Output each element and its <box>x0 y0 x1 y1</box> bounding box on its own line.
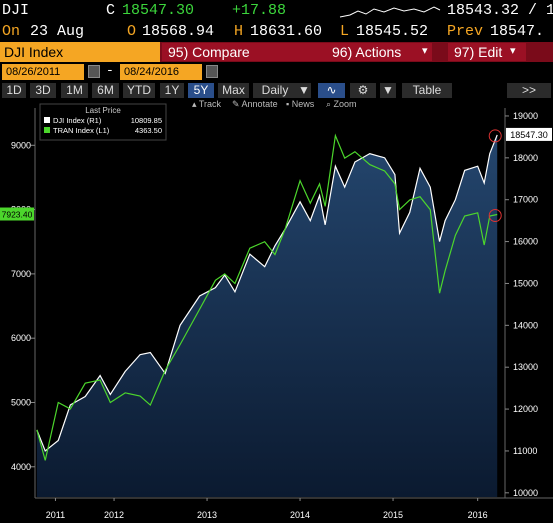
last-value-tag <box>506 127 552 141</box>
high-label: H <box>234 23 244 40</box>
start-date[interactable]: 08/26/2011 <box>2 64 84 80</box>
legend-label: TRAN Index (L1) <box>53 126 110 135</box>
news-tool[interactable]: ▪ News <box>286 99 315 109</box>
annotate-tool[interactable]: ✎ Annotate <box>232 99 278 109</box>
line <box>36 133 498 461</box>
range-button[interactable]: 1M <box>61 83 88 98</box>
table-button[interactable]: Table <box>402 83 452 98</box>
net-change: +17.88 <box>232 2 287 19</box>
last-value-label: 18547.30 <box>510 130 548 140</box>
y2-tick-label: 19000 <box>513 111 538 121</box>
open-label: O <box>127 23 137 40</box>
range-button[interactable]: 5Y <box>188 83 214 98</box>
close-label: C <box>106 2 116 19</box>
y2-tick-label: 18000 <box>513 153 538 163</box>
actions-menu[interactable]: 96) Actions <box>326 43 432 61</box>
dropdown-icon[interactable]: ▼ <box>297 83 311 98</box>
tool-label: Track <box>198 99 222 109</box>
tool-label: News <box>291 99 315 109</box>
legend-swatch <box>44 117 50 123</box>
tool-label: Annotate <box>241 99 278 109</box>
zoom-tool[interactable]: ⌕ Zoom <box>326 99 357 109</box>
range-button[interactable]: 1D <box>2 83 26 98</box>
x-tick-label: 2013 <box>197 510 217 520</box>
range-button[interactable]: 6M <box>92 83 119 98</box>
legend-label: DJI Index (R1) <box>53 116 102 125</box>
date: 23 Aug <box>30 23 85 40</box>
legend-box <box>39 103 167 141</box>
legend-title: Last Price <box>85 106 121 115</box>
y-tick-label: 7000 <box>11 269 31 279</box>
range-button[interactable]: 3D <box>30 83 56 98</box>
compare-menu[interactable]: 95) Compare <box>162 43 328 61</box>
date-label: On <box>2 23 21 40</box>
date-separator: - <box>106 63 114 78</box>
y2-tick-label: 12000 <box>513 404 538 414</box>
area <box>36 134 498 497</box>
y-tick-label: 4000 <box>11 462 31 472</box>
x-tick-label: 2011 <box>46 510 65 520</box>
x-tick-label: 2012 <box>104 510 124 520</box>
low: 18545.52 <box>356 23 429 40</box>
last-price: 18547.30 <box>122 2 195 19</box>
more-button[interactable]: >> <box>507 83 551 98</box>
x-tick-label: 2015 <box>383 510 403 520</box>
legend-swatch <box>44 127 50 133</box>
open: 18568.94 <box>142 23 215 40</box>
range-button[interactable]: 1Y <box>160 83 184 98</box>
y2-tick-label: 13000 <box>513 362 538 372</box>
line-icon[interactable]: ∿ <box>318 83 345 98</box>
last-value-tag <box>0 207 34 221</box>
y2-tick-label: 11000 <box>513 446 537 456</box>
tool-label: Zoom <box>333 99 357 109</box>
range-button[interactable]: YTD <box>123 83 155 98</box>
legend-value: 4363.50 <box>135 126 162 135</box>
y2-tick-label: 16000 <box>513 237 538 247</box>
y-tick-label: 5000 <box>11 397 31 407</box>
y-tick-label: 6000 <box>11 333 31 343</box>
x-tick-label: 2014 <box>290 510 310 520</box>
prev: 18547. <box>490 23 545 40</box>
dropdown-icon: ▾ <box>510 46 516 58</box>
sparkline <box>339 6 441 18</box>
y-tick-label: 9000 <box>11 140 31 150</box>
y2-tick-label: 15000 <box>513 278 538 288</box>
high: 18631.60 <box>250 23 323 40</box>
last-marker <box>488 209 502 223</box>
range-button[interactable]: Max <box>218 83 249 98</box>
dropdown-icon[interactable]: ▼ <box>380 83 396 98</box>
ticker: DJI <box>2 2 30 19</box>
x-tick-label: 2016 <box>468 510 488 520</box>
end-date[interactable]: 08/24/2016 <box>120 64 202 80</box>
y2-tick-label: 17000 <box>513 195 538 205</box>
settings-icon[interactable]: ⚙ <box>350 83 376 98</box>
last-marker <box>488 129 502 143</box>
prev-label: Prev <box>447 23 484 40</box>
track-tool[interactable]: ▴ Track <box>192 99 222 109</box>
bid-ask: 18543.32 / 18 <box>447 2 553 19</box>
legend-value: 10809.85 <box>131 116 162 125</box>
line <box>36 134 498 452</box>
security-field[interactable]: DJI Index <box>0 42 160 62</box>
calendar-icon[interactable] <box>206 65 218 78</box>
calendar-icon[interactable] <box>88 65 100 78</box>
chart: 4000500060007000800090001000011000120001… <box>0 103 553 520</box>
edit-menu[interactable]: 97) Edit <box>448 43 526 61</box>
low-label: L <box>340 23 350 40</box>
y2-tick-label: 14000 <box>513 320 538 330</box>
y2-tick-label: 10000 <box>513 488 538 498</box>
last-value-label: 7923.40 <box>2 210 33 220</box>
dropdown-icon: ▾ <box>422 46 428 58</box>
period-select[interactable]: Daily <box>253 83 297 98</box>
